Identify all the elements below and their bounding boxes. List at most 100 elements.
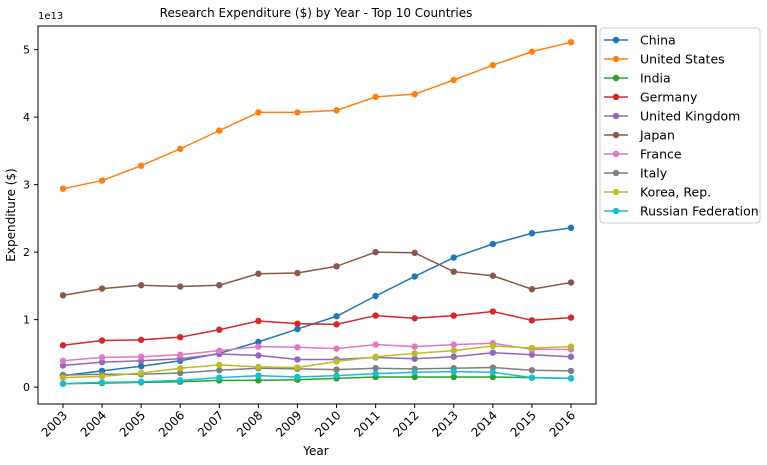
data-point-germany: [450, 312, 457, 319]
data-point-united-states: [372, 93, 379, 101]
data-point-korea-rep: [489, 342, 497, 350]
data-point-united-kingdom: [528, 351, 536, 358]
series-line-france: [62, 342, 571, 362]
data-point-italy: [333, 366, 340, 373]
data-point-united-kingdom: [489, 349, 497, 356]
x-tick-label: 2015: [508, 408, 539, 439]
data-point-korea-rep: [372, 353, 379, 360]
x-tick-label: 2004: [78, 408, 109, 439]
legend-swatch-marker: [612, 55, 620, 63]
series-line-india: [62, 376, 572, 385]
x-tick-label: 2012: [390, 408, 421, 439]
data-point-korea-rep: [333, 358, 340, 365]
data-point-united-states: [567, 39, 575, 46]
y-tick-label: 0: [23, 381, 30, 394]
data-point-korea-rep: [216, 361, 223, 369]
data-point-china: [567, 224, 575, 232]
data-point-united-kingdom: [567, 353, 575, 360]
data-point-russian-federation: [294, 373, 301, 381]
data-point-united-kingdom: [59, 362, 67, 369]
series-layer: [59, 39, 575, 387]
data-point-germany: [294, 320, 301, 327]
x-tick-label: 2008: [234, 408, 265, 439]
data-point-russian-federation: [177, 377, 184, 384]
legend-swatch-marker: [612, 93, 620, 101]
data-point-united-states: [177, 145, 184, 153]
data-point-france: [372, 341, 379, 348]
x-tick-label: 2009: [273, 408, 304, 439]
data-point-united-kingdom: [294, 356, 301, 363]
data-point-united-kingdom: [98, 358, 106, 366]
data-point-italy: [567, 367, 575, 375]
legend-frame: [599, 27, 761, 224]
data-point-france: [59, 357, 67, 364]
data-point-russian-federation: [137, 378, 145, 385]
data-point-italy: [216, 367, 223, 374]
legend-entry-label: United States: [640, 52, 725, 67]
data-point-france: [411, 343, 418, 350]
y-offset-label: 1e13: [38, 11, 63, 22]
data-point-russian-federation: [59, 380, 67, 387]
data-point-china: [294, 325, 301, 333]
data-point-russian-federation: [372, 370, 379, 377]
data-point-japan: [294, 269, 301, 277]
data-point-united-states: [294, 109, 301, 116]
series-line-china: [62, 227, 572, 377]
y-tick-label: 3: [23, 179, 30, 192]
data-point-united-kingdom: [255, 352, 262, 359]
legend-swatch-marker: [612, 74, 620, 82]
data-point-united-states: [255, 109, 262, 116]
data-point-italy: [177, 369, 184, 377]
data-point-russian-federation: [489, 369, 497, 376]
data-point-france: [294, 344, 301, 351]
legend-entry-label: Russian Federation: [640, 204, 759, 219]
x-tick-labels: 2003 2004 2005 2006 2007 2008 2009 2010 2011 2012…: [39, 408, 578, 439]
legend-entry-label: United Kingdom: [640, 109, 740, 124]
data-point-france: [333, 345, 340, 352]
data-point-germany: [567, 314, 575, 321]
data-point-india: [450, 373, 457, 381]
series-line-germany: [62, 310, 572, 347]
data-point-russian-federation: [333, 372, 340, 379]
data-point-korea-rep: [177, 365, 184, 372]
data-point-germany: [98, 337, 106, 344]
data-point-china: [528, 230, 536, 237]
data-point-korea-rep: [567, 343, 575, 350]
data-point-germany: [137, 336, 145, 344]
legend-entry-label: Japan: [639, 128, 675, 143]
data-point-france: [177, 351, 184, 358]
legend-swatch-marker: [612, 169, 620, 177]
data-point-india: [255, 377, 262, 384]
data-point-russian-federation: [411, 369, 418, 376]
series-line-korea-rep: [62, 345, 572, 379]
data-point-japan: [59, 292, 67, 299]
data-point-united-states: [528, 48, 536, 55]
series-line-italy: [62, 366, 572, 376]
data-point-china: [372, 292, 379, 300]
x-tick-label: 2010: [312, 408, 343, 439]
data-point-germany: [216, 326, 223, 333]
y-tick-label: 5: [23, 44, 30, 57]
series-line-japan: [62, 251, 572, 297]
legend-entry-label: France: [640, 147, 682, 162]
data-point-japan: [528, 286, 536, 293]
data-point-china: [137, 363, 145, 370]
legend-swatch-marker: [612, 188, 620, 196]
x-axis-label: Year: [302, 444, 328, 458]
data-point-china: [450, 254, 457, 261]
data-point-japan: [137, 282, 145, 289]
legend-entry-label: Italy: [640, 166, 668, 181]
data-point-korea-rep: [411, 350, 418, 357]
data-point-japan: [255, 270, 262, 277]
data-point-india: [489, 373, 497, 381]
legend-swatch-marker: [612, 112, 620, 120]
data-point-italy: [372, 365, 379, 372]
data-point-japan: [567, 279, 575, 286]
data-point-united-kingdom: [450, 353, 457, 360]
x-tick-label: 2006: [156, 408, 187, 439]
data-point-china: [489, 240, 497, 248]
data-point-china: [333, 313, 340, 320]
y-tick-labels: 0 1 2 3 4 5: [23, 44, 30, 395]
data-point-korea-rep: [528, 344, 536, 352]
